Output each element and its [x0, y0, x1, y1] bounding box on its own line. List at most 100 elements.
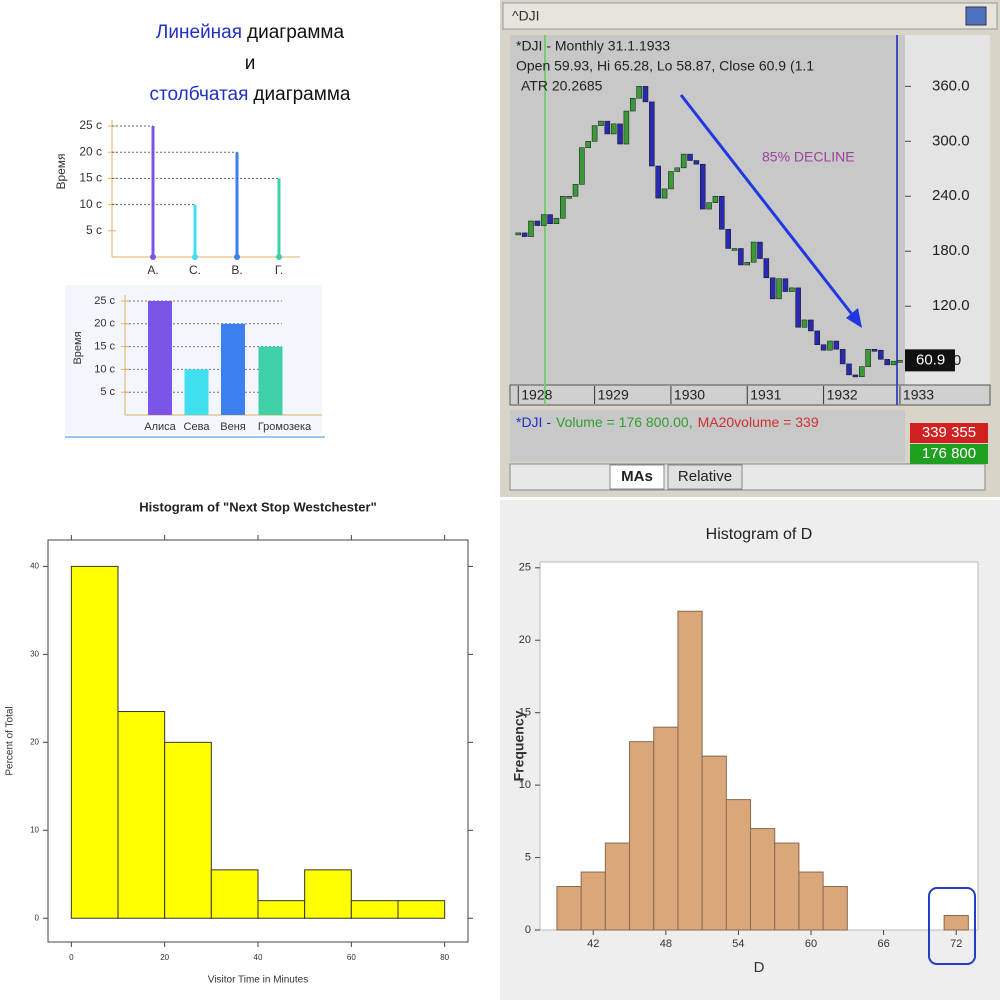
candle: [668, 171, 674, 190]
y-tick-label: 25 с: [94, 295, 115, 307]
price-axis-area: [905, 35, 990, 385]
x-tick-label: 60: [805, 938, 817, 950]
candle: [547, 214, 553, 224]
title-word: диаграмма: [247, 22, 344, 43]
candle: [674, 167, 681, 172]
x-tick-label: 40: [254, 953, 263, 962]
candle: [528, 220, 534, 237]
candle: [572, 184, 579, 197]
candle: [553, 217, 560, 224]
x-tick-label: 0: [69, 953, 74, 962]
candle: [642, 86, 649, 103]
candle: [515, 232, 522, 236]
candle: [884, 359, 890, 366]
candle: [649, 101, 655, 167]
candle: [865, 349, 871, 367]
y-tick-label: 360.0: [932, 77, 970, 94]
chart-title: Histogram of "Next Stop Westchester": [139, 499, 376, 514]
histogram-bar: [725, 799, 752, 931]
histogram-bar: [556, 886, 582, 931]
histogram-bar: [70, 565, 119, 919]
title-word: и: [245, 53, 256, 74]
candle: [610, 123, 617, 135]
last-value-label: 60.9: [916, 351, 945, 368]
candle: [540, 214, 547, 226]
candle: [579, 147, 585, 185]
x-tick-label: Г.: [275, 263, 283, 277]
y-tick-label: 15: [519, 707, 531, 719]
window-titlebar: [502, 2, 998, 30]
x-tick-label: 1932: [827, 387, 858, 403]
histogram-bar: [653, 726, 679, 931]
y-tick-label: 180.0: [932, 242, 970, 259]
volume-tag-label: 339 355: [922, 424, 976, 441]
x-axis-label: Visitor Time in Minutes: [208, 975, 308, 986]
histogram-bar: [701, 755, 727, 931]
info-text: *DJI - Monthly 31.1.1933: [516, 38, 670, 54]
tab[interactable]: [609, 464, 665, 490]
info-text: Open 59.93, Hi 65.28, Lo 58.87, Close 60…: [516, 58, 814, 74]
time-axis: [509, 384, 991, 406]
volume-tag-label: 176 800: [922, 445, 976, 462]
chart-title: и: [245, 53, 256, 74]
candle: [833, 340, 840, 350]
title-word: Линейная: [156, 22, 242, 43]
candle: [878, 349, 884, 360]
candle: [725, 228, 731, 249]
y-tick-label: 20: [30, 737, 39, 746]
volume-tag: [910, 444, 988, 464]
candle: [630, 97, 636, 112]
y-tick-label: 15 с: [94, 341, 115, 353]
histogram-bar: [350, 900, 399, 919]
histogram-bar: [210, 869, 259, 919]
y-axis-label: Frequency: [511, 710, 527, 781]
chart-title: Histogram of D: [706, 526, 813, 543]
candle: [719, 196, 725, 230]
histogram-bar: [798, 871, 824, 931]
last-tag: [905, 349, 955, 372]
histogram-bar: [629, 741, 655, 931]
stem-dot: [234, 254, 240, 260]
chart-title: столбчатая диаграмма: [150, 84, 351, 105]
y-tick-label: 40: [30, 561, 39, 570]
x-tick-label: В.: [231, 263, 242, 277]
candle: [680, 153, 687, 169]
histogram-bar: [677, 610, 703, 931]
y-tick-label: 0: [525, 924, 531, 936]
x-tick-label: С.: [189, 263, 201, 277]
candle: [731, 248, 738, 251]
histogram-bar: [397, 900, 446, 919]
x-tick-label: Сева: [184, 421, 211, 433]
volume-text: *DJI - Volume = 176 800.00, MA20volume = 3…: [516, 414, 819, 430]
y-axis-label: Percent of Total: [5, 706, 16, 775]
candle: [890, 360, 897, 366]
x-tick-label: 48: [660, 938, 672, 950]
x-tick-label: 66: [877, 938, 889, 950]
x-tick-label: 1933: [903, 387, 934, 403]
candle: [521, 232, 528, 237]
tab-label[interactable]: MAs: [621, 468, 653, 485]
tab[interactable]: [667, 464, 743, 490]
highlight-box: [928, 887, 976, 965]
y-tick-label: 15 с: [79, 171, 102, 185]
annotation: 85% DECLINE: [762, 149, 855, 165]
tab-label[interactable]: Relative: [678, 468, 732, 485]
volume-tag: [910, 423, 988, 443]
volume-part: MA20volume = 339: [698, 414, 819, 430]
x-tick-label: Алиса: [144, 421, 176, 433]
x-tick-label: Громозека: [258, 421, 312, 433]
stem-dot: [192, 254, 198, 260]
candle: [750, 241, 757, 263]
candle: [814, 330, 820, 345]
y-tick-label: 25: [519, 562, 531, 574]
y-tick-label: 20 с: [79, 144, 102, 158]
candle: [598, 120, 604, 126]
candle: [623, 110, 630, 145]
bar: [148, 301, 172, 415]
x-tick-label: 20: [160, 953, 169, 962]
close-button[interactable]: [965, 6, 987, 26]
candle: [712, 196, 719, 203]
candle: [782, 278, 789, 292]
x-tick-label: 72: [950, 938, 962, 950]
